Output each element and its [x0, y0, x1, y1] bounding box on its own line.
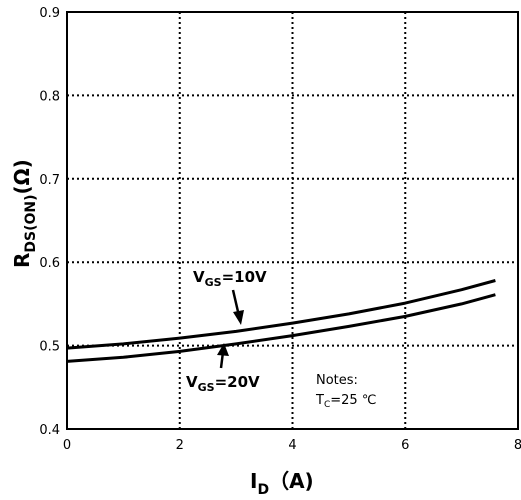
- x-tick-label: 0: [63, 438, 71, 453]
- y-tick-label: 0.7: [39, 173, 60, 188]
- grid-lines: [67, 12, 518, 429]
- y-axis-title-sub: DS(ON): [23, 194, 39, 252]
- x-tick-label: 8: [514, 438, 521, 453]
- series-label-20v-main: V: [186, 373, 198, 391]
- x-axis-title-sub: D: [257, 482, 269, 498]
- series-label-20v: VGS=20V: [186, 373, 260, 394]
- x-tick-label: 2: [176, 438, 184, 453]
- note-title: Notes:: [316, 373, 358, 388]
- x-axis-title-main: I: [250, 469, 257, 493]
- note-condition-rest: =25 ℃: [330, 393, 376, 408]
- arrow-10v-head: [233, 310, 244, 325]
- plot-frame: [66, 11, 519, 430]
- x-axis-title: ID（A): [250, 469, 314, 498]
- series-label-10v-main: V: [193, 268, 205, 286]
- x-axis-title-rest: （A): [269, 469, 314, 493]
- y-axis-title: RDS(ON)(Ω): [10, 159, 39, 268]
- x-tick-label: 4: [288, 438, 296, 453]
- series-line-10v: [66, 279, 496, 350]
- x-tick-label: 6: [401, 438, 409, 453]
- tick-labels: 0 2 4 6 8 0.4 0.5 0.6 0.7 0.8 0.9: [39, 6, 521, 453]
- series-line-20v: [66, 293, 496, 363]
- arrow-20v-head: [217, 343, 229, 356]
- y-tick-label: 0.4: [39, 423, 60, 438]
- series-label-10v-rest: =10V: [222, 268, 267, 286]
- y-tick-label: 0.8: [39, 89, 60, 104]
- series-label-10v: VGS=10V: [193, 268, 267, 289]
- series-label-10v-sub: GS: [205, 276, 222, 289]
- note-condition: TC=25 ℃: [315, 393, 376, 410]
- y-axis-title-rest: (Ω): [10, 159, 34, 194]
- note-condition-main: T: [315, 393, 324, 408]
- y-tick-label: 0.6: [39, 256, 60, 271]
- series-lines: [66, 279, 496, 363]
- note-condition-sub: C: [324, 400, 330, 410]
- y-axis-title-main: R: [10, 253, 34, 268]
- series-label-20v-rest: =20V: [215, 373, 260, 391]
- series-label-20v-sub: GS: [198, 381, 215, 394]
- y-tick-label: 0.5: [39, 340, 60, 355]
- y-tick-label: 0.9: [39, 6, 60, 21]
